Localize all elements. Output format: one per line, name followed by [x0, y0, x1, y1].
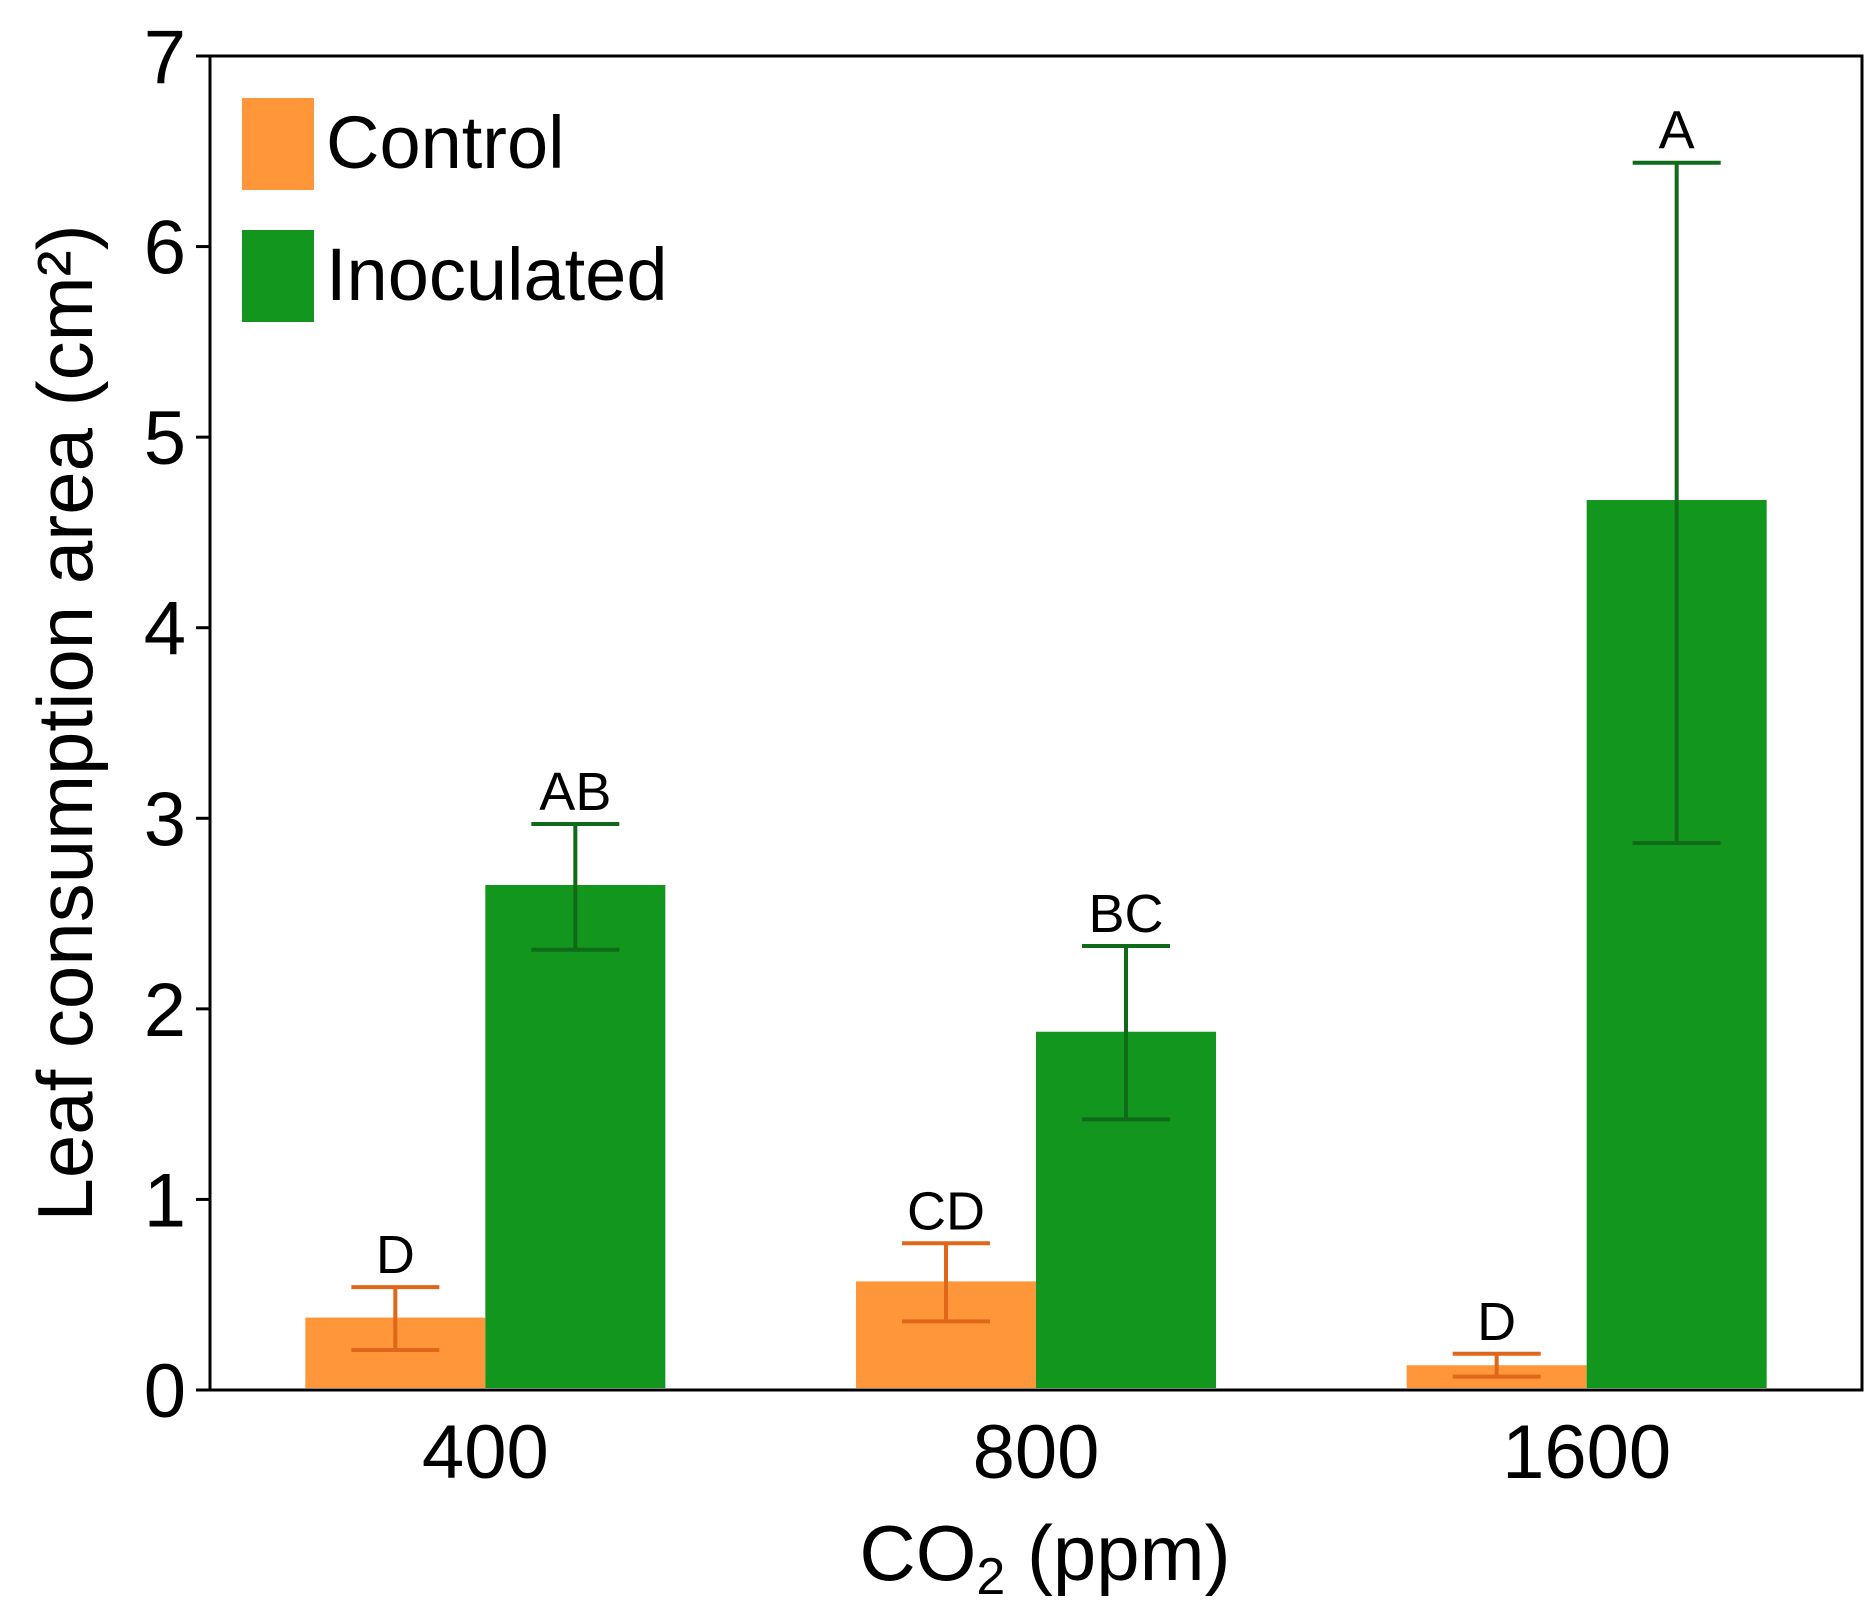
x-axis-title-main: CO — [859, 1509, 976, 1597]
legend: Control Inoculated — [242, 98, 668, 322]
x-tick-label-1: 800 — [973, 1410, 1100, 1495]
significance-label-inoculated-800: BC — [1088, 884, 1163, 944]
x-axis-title-subscript: 2 — [976, 1548, 1005, 1604]
y-tick-label-6: 6 — [144, 206, 186, 291]
x-tick-label-0: 400 — [422, 1410, 549, 1495]
bars-group: D AB CD BC D A — [305, 101, 1767, 1388]
bar-inoculated-400 — [485, 884, 666, 1388]
plot-frame — [208, 54, 1864, 1392]
significance-label-inoculated-1600: A — [1659, 101, 1695, 161]
legend-swatch-inoculated — [242, 230, 314, 322]
y-tick-label-0: 0 — [144, 1349, 186, 1434]
significance-label-inoculated-400: AB — [539, 762, 611, 822]
y-tick-label-2: 2 — [144, 968, 186, 1053]
legend-label-inoculated: Inoculated — [326, 233, 668, 316]
significance-label-control-1600: D — [1477, 1292, 1516, 1352]
y-tick-label-5: 5 — [144, 396, 186, 481]
y-tick-label-1: 1 — [144, 1158, 186, 1243]
y-axis-title: Leaf consumption area (cm²) — [21, 224, 109, 1221]
legend-label-control: Control — [326, 101, 565, 184]
y-axis: 0 1 2 3 4 5 6 7 — [144, 15, 210, 1434]
x-axis-title-rest: (ppm) — [1005, 1509, 1230, 1597]
y-tick-label-3: 3 — [144, 777, 186, 862]
x-axis-title: CO2 (ppm) — [859, 1509, 1230, 1604]
significance-label-control-400: D — [376, 1225, 415, 1285]
x-axis: 400 800 1600 — [422, 1410, 1671, 1495]
y-tick-label-7: 7 — [144, 15, 186, 100]
y-tick-label-4: 4 — [144, 587, 186, 672]
significance-label-control-800: CD — [907, 1181, 985, 1241]
x-tick-label-2: 1600 — [1502, 1410, 1671, 1495]
legend-swatch-control — [242, 98, 314, 190]
